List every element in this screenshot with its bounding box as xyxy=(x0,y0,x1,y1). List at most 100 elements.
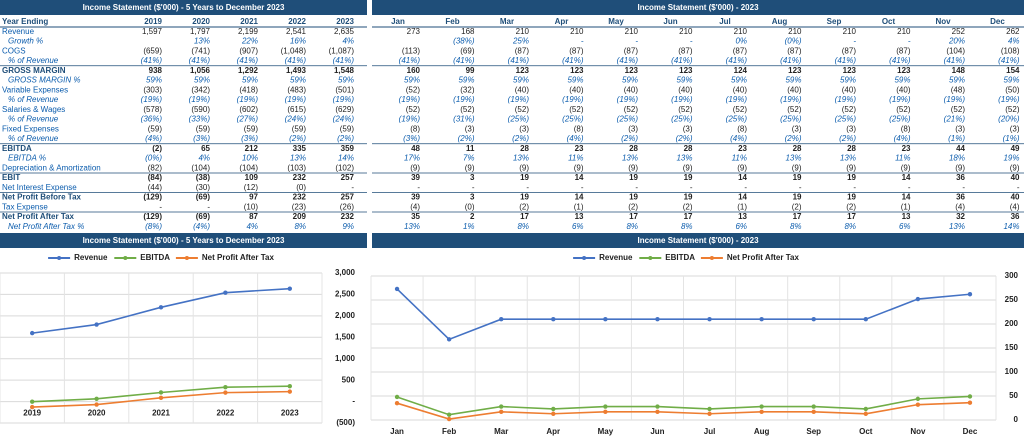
cell: 13% xyxy=(513,154,529,163)
cell: (103) xyxy=(287,163,306,172)
legend-label: Revenue xyxy=(74,253,108,262)
series-line xyxy=(396,288,971,341)
cell: 59% xyxy=(290,76,306,85)
data-point xyxy=(707,411,712,416)
y-tick-label: (500) xyxy=(336,418,355,427)
cell: (9) xyxy=(465,163,475,172)
cell: (19%) xyxy=(998,95,1020,104)
cell: (3) xyxy=(683,124,693,133)
cell: (25%) xyxy=(562,115,584,124)
cell: (303) xyxy=(143,85,162,94)
x-tick-label: May xyxy=(598,427,614,436)
cell: (0%) xyxy=(145,154,162,163)
cell: 11 xyxy=(466,144,475,153)
x-tick-label: Jun xyxy=(650,427,664,436)
cell: (10) xyxy=(244,202,259,211)
y-tick-label: 3,000 xyxy=(335,268,356,277)
x-tick-label: Jan xyxy=(390,427,404,436)
cell: (2) xyxy=(683,202,693,211)
cell: (52) xyxy=(787,105,802,114)
cell: (52) xyxy=(1005,105,1020,114)
cell: (87) xyxy=(678,46,693,55)
row-label: EBIT xyxy=(2,173,20,182)
data-point xyxy=(499,409,504,415)
cell: 16% xyxy=(290,37,306,46)
cell: (108) xyxy=(1001,46,1020,55)
column-header: Feb xyxy=(445,17,459,26)
cell: 232 xyxy=(293,193,307,202)
y-tick-label: 1,000 xyxy=(335,354,356,363)
cell: - xyxy=(853,183,856,192)
cell: 210 xyxy=(788,27,802,36)
cell: 17 xyxy=(684,212,693,221)
y-tick-label: 2,000 xyxy=(335,311,356,320)
cell: (4%) xyxy=(193,222,210,231)
cell: 8% xyxy=(681,222,693,231)
cell: - xyxy=(690,37,693,46)
data-point xyxy=(811,317,816,322)
cell: 14 xyxy=(738,193,747,202)
cell: 19 xyxy=(793,193,802,202)
row-label: Depreciation & Amortization xyxy=(2,163,101,172)
cell: (19%) xyxy=(508,95,530,104)
row-label: Tax Expense xyxy=(2,202,48,211)
cell: (129) xyxy=(143,212,162,221)
cell: 210 xyxy=(679,27,693,36)
cell: (87) xyxy=(515,46,530,55)
cell: 13% xyxy=(676,154,692,163)
cell: (52) xyxy=(569,105,584,114)
legend-label: EBITDA xyxy=(140,253,170,262)
cell: 4% xyxy=(246,222,258,231)
data-point xyxy=(94,396,99,401)
cell: (3) xyxy=(1010,124,1020,133)
cell: 19 xyxy=(847,193,856,202)
cell: - xyxy=(744,183,747,192)
cell: (40) xyxy=(842,85,857,94)
cell: (41%) xyxy=(998,56,1020,65)
y-tick-label: 200 xyxy=(1005,319,1019,328)
cell: 109 xyxy=(245,173,259,182)
title-bar xyxy=(372,0,1024,15)
cell: (2) xyxy=(152,144,162,153)
cell: (2%) xyxy=(676,134,693,143)
cell: (52) xyxy=(678,105,693,114)
cell: (9) xyxy=(519,163,529,172)
x-tick-label: Sep xyxy=(806,427,821,436)
cell: 232 xyxy=(341,212,355,221)
data-point xyxy=(759,317,764,322)
cell: (3%) xyxy=(193,134,210,143)
x-tick-label: 2021 xyxy=(152,409,170,418)
cell: 11% xyxy=(732,154,747,163)
cell: (0) xyxy=(296,183,306,192)
cell: (52) xyxy=(842,105,857,114)
cell: (38%) xyxy=(453,37,475,46)
cell: 938 xyxy=(149,66,163,75)
cell: (9) xyxy=(955,163,965,172)
cell: (30) xyxy=(196,183,211,192)
cell: 7% xyxy=(463,154,475,163)
cell: (483) xyxy=(287,85,306,94)
data-point xyxy=(158,305,164,310)
cell: (113) xyxy=(402,46,420,55)
series-line xyxy=(396,401,970,420)
cell: (52) xyxy=(624,105,639,114)
cell: 59% xyxy=(894,76,910,85)
data-point xyxy=(863,317,868,322)
cell: (52) xyxy=(460,105,475,114)
cell: (19%) xyxy=(237,95,259,104)
cell: 14 xyxy=(738,173,747,182)
y-tick-label: - xyxy=(352,397,355,406)
cell: (32) xyxy=(460,85,475,94)
cell: (0) xyxy=(465,202,475,211)
cell: (1%) xyxy=(1003,134,1020,143)
cell: (20%) xyxy=(998,115,1020,124)
cell: (4) xyxy=(955,202,965,211)
cell: 154 xyxy=(1006,66,1020,75)
cell: 210 xyxy=(734,27,748,36)
cell: (3) xyxy=(846,124,856,133)
data-point xyxy=(446,416,452,422)
cell: (87) xyxy=(896,46,911,55)
cell: (8) xyxy=(410,124,420,133)
data-point xyxy=(551,317,556,322)
cell: (19%) xyxy=(453,95,475,104)
